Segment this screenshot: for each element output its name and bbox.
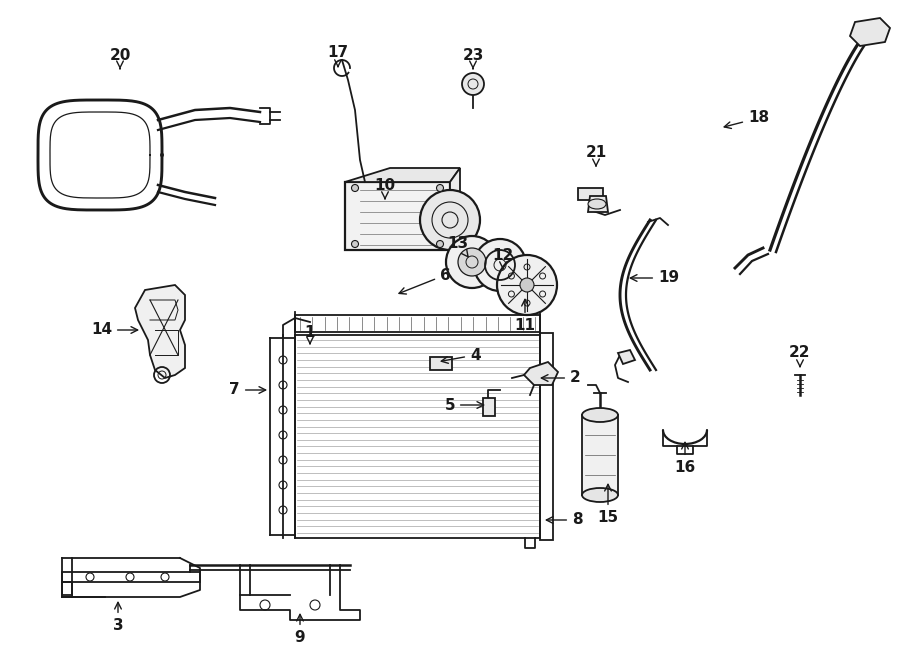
Polygon shape xyxy=(850,18,890,46)
Text: 21: 21 xyxy=(585,145,607,166)
Text: 8: 8 xyxy=(546,512,582,527)
Text: 14: 14 xyxy=(91,323,138,338)
Circle shape xyxy=(446,236,498,288)
Text: 7: 7 xyxy=(230,383,266,397)
Polygon shape xyxy=(578,188,603,200)
Text: 16: 16 xyxy=(674,442,696,475)
Text: 18: 18 xyxy=(724,110,770,128)
Circle shape xyxy=(436,241,444,247)
Text: 13: 13 xyxy=(447,236,469,257)
Circle shape xyxy=(420,190,480,250)
Text: 22: 22 xyxy=(789,345,811,366)
Text: 17: 17 xyxy=(328,45,348,67)
Text: 15: 15 xyxy=(598,485,618,525)
Circle shape xyxy=(497,255,557,315)
Text: 12: 12 xyxy=(492,248,514,269)
Text: 20: 20 xyxy=(109,48,130,69)
Polygon shape xyxy=(450,168,460,250)
Text: 2: 2 xyxy=(541,371,580,385)
Polygon shape xyxy=(483,398,495,416)
Text: 1: 1 xyxy=(305,325,315,344)
Text: 23: 23 xyxy=(463,48,483,69)
Ellipse shape xyxy=(582,488,618,502)
Polygon shape xyxy=(524,362,558,385)
Text: 4: 4 xyxy=(441,348,481,364)
Circle shape xyxy=(474,239,526,291)
Text: 10: 10 xyxy=(374,178,396,199)
Polygon shape xyxy=(430,357,452,370)
Text: 11: 11 xyxy=(515,299,536,333)
Circle shape xyxy=(352,184,358,192)
Text: 9: 9 xyxy=(294,614,305,645)
Polygon shape xyxy=(582,415,618,495)
Polygon shape xyxy=(588,196,608,212)
Circle shape xyxy=(520,278,534,292)
Circle shape xyxy=(458,248,486,276)
Polygon shape xyxy=(345,168,460,182)
Circle shape xyxy=(352,241,358,247)
Ellipse shape xyxy=(582,408,618,422)
Circle shape xyxy=(462,73,484,95)
Polygon shape xyxy=(345,182,450,250)
Text: 5: 5 xyxy=(445,397,483,412)
Circle shape xyxy=(436,184,444,192)
Text: 6: 6 xyxy=(399,268,451,294)
Polygon shape xyxy=(135,285,185,378)
Ellipse shape xyxy=(588,199,606,209)
Text: 19: 19 xyxy=(630,270,680,286)
Text: 3: 3 xyxy=(112,602,123,633)
Polygon shape xyxy=(618,350,635,364)
